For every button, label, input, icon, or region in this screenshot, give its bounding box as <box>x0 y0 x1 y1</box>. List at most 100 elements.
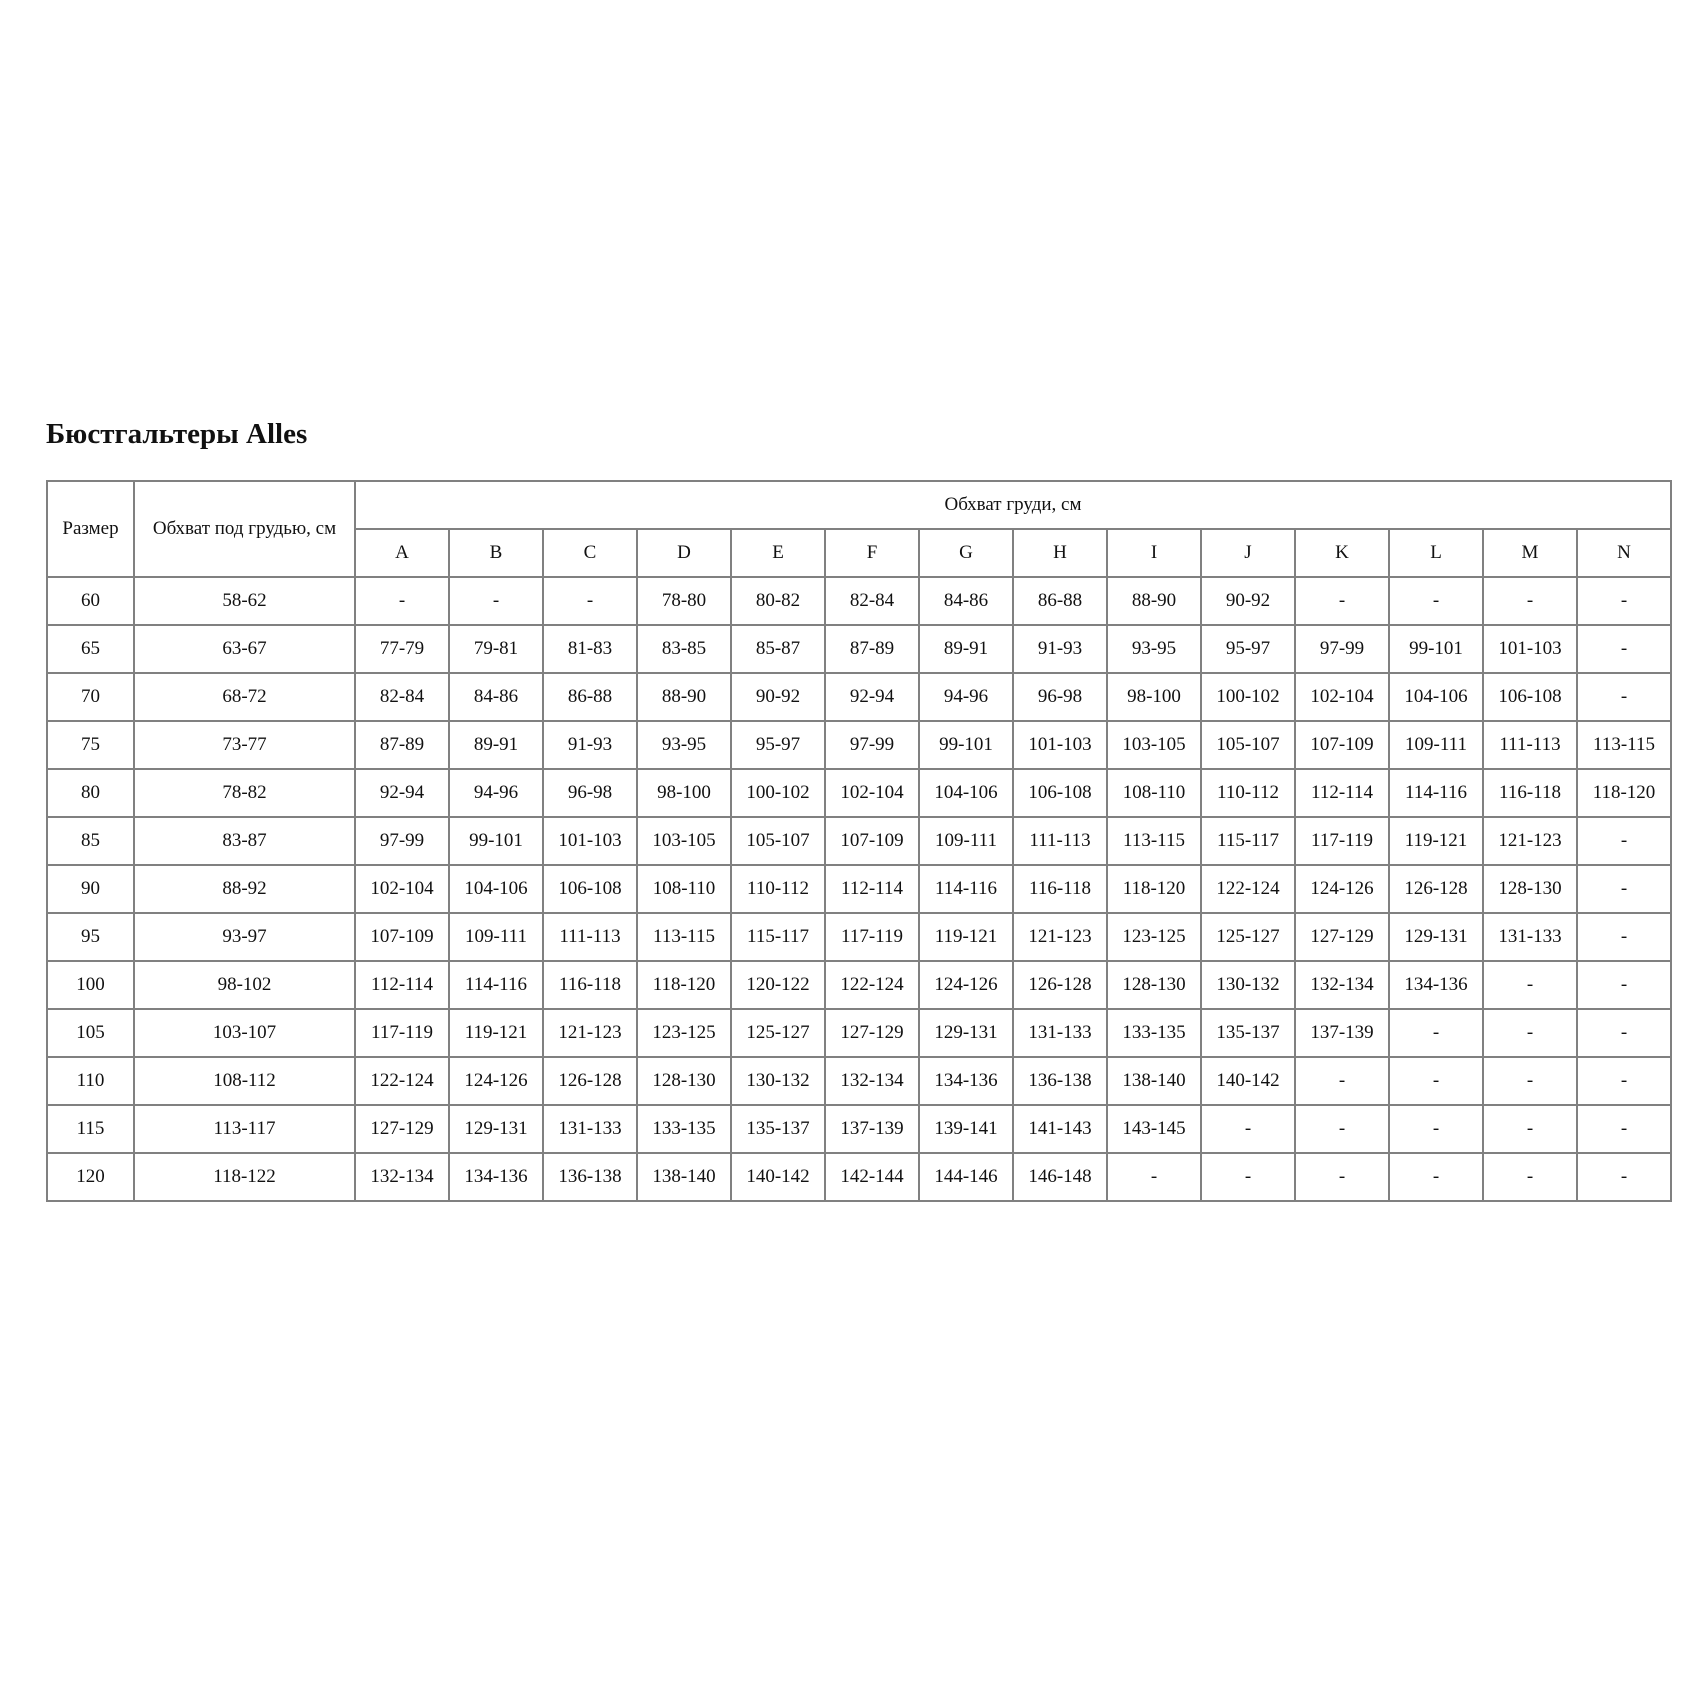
underbust-cell: 118-122 <box>133 1152 356 1202</box>
bust-cell: 79-81 <box>448 624 544 674</box>
size-cell: 85 <box>46 816 135 866</box>
header-size: Размер <box>46 480 135 578</box>
bust-cell: 131-133 <box>542 1104 638 1154</box>
bust-cell: 86-88 <box>542 672 638 722</box>
bust-cell: 91-93 <box>1012 624 1108 674</box>
table-row: 60 58-62- - -78-80 80-82 82-84 84-86 86-88 88-90… <box>46 576 1672 626</box>
bust-cell: 95-97 <box>1200 624 1296 674</box>
bust-cell: 112-114 <box>824 864 920 914</box>
size-cell: 115 <box>46 1104 135 1154</box>
bust-cell: 114-116 <box>448 960 544 1010</box>
bust-cell: 134-136 <box>448 1152 544 1202</box>
bust-cell: 105-107 <box>1200 720 1296 770</box>
bust-cell: 90-92 <box>1200 576 1296 626</box>
bust-cell: 105-107 <box>730 816 826 866</box>
cup-header: L <box>1388 528 1484 578</box>
size-cell: 110 <box>46 1056 135 1106</box>
bust-cell: 138-140 <box>636 1152 732 1202</box>
bust-cell: 134-136 <box>918 1056 1014 1106</box>
underbust-cell: 83-87 <box>133 816 356 866</box>
bust-cell: 109-111 <box>448 912 544 962</box>
bust-cell: 125-127 <box>730 1008 826 1058</box>
bust-cell: 122-124 <box>1200 864 1296 914</box>
bust-cell: 125-127 <box>1200 912 1296 962</box>
underbust-cell: 73-77 <box>133 720 356 770</box>
bust-cell: 144-146 <box>918 1152 1014 1202</box>
bust-cell: - <box>1200 1152 1296 1202</box>
bust-cell: 97-99 <box>1294 624 1390 674</box>
bust-cell: 112-114 <box>354 960 450 1010</box>
cup-header: M <box>1482 528 1578 578</box>
bust-cell: 113-115 <box>636 912 732 962</box>
underbust-cell: 113-117 <box>133 1104 356 1154</box>
bust-cell: - <box>1576 1008 1672 1058</box>
bust-cell: 92-94 <box>354 768 450 818</box>
bust-cell: 96-98 <box>542 768 638 818</box>
bust-cell: 113-115 <box>1106 816 1202 866</box>
bust-cell: 139-141 <box>918 1104 1014 1154</box>
header-underbust: Обхват под грудью, см <box>133 480 356 578</box>
cup-header: H <box>1012 528 1108 578</box>
bust-cell: 81-83 <box>542 624 638 674</box>
bust-cell: 97-99 <box>354 816 450 866</box>
bust-cell: 133-135 <box>636 1104 732 1154</box>
size-cell: 75 <box>46 720 135 770</box>
bust-cell: - <box>1482 1008 1578 1058</box>
bust-cell: 106-108 <box>542 864 638 914</box>
bust-cell: 126-128 <box>1388 864 1484 914</box>
bust-cell: 122-124 <box>824 960 920 1010</box>
underbust-cell: 108-112 <box>133 1056 356 1106</box>
cup-header: E <box>730 528 826 578</box>
bust-cell: 116-118 <box>1482 768 1578 818</box>
bust-cell: - <box>1576 816 1672 866</box>
bust-cell: 89-91 <box>448 720 544 770</box>
table-row: 115 113-117 127-129 129-131 131-133 133-135 13… <box>46 1104 1672 1154</box>
bust-cell: 101-103 <box>1012 720 1108 770</box>
bust-cell: 110-112 <box>730 864 826 914</box>
bust-cell: 131-133 <box>1482 912 1578 962</box>
bust-cell: 112-114 <box>1294 768 1390 818</box>
bust-cell: - <box>1294 1152 1390 1202</box>
bust-cell: - <box>1294 1104 1390 1154</box>
bust-cell: 130-132 <box>730 1056 826 1106</box>
bust-cell: 108-110 <box>636 864 732 914</box>
bust-cell: 100-102 <box>1200 672 1296 722</box>
bust-cell: 114-116 <box>1388 768 1484 818</box>
header-bust: Обхват груди, см <box>354 480 1672 530</box>
bust-cell: 126-128 <box>542 1056 638 1106</box>
size-cell: 65 <box>46 624 135 674</box>
bust-cell: 119-121 <box>448 1008 544 1058</box>
bust-cell: 82-84 <box>354 672 450 722</box>
bust-cell: - <box>1576 1152 1672 1202</box>
bust-cell: - <box>354 576 450 626</box>
bust-cell: 104-106 <box>918 768 1014 818</box>
table-row: 105 103-107 117-119 119-121 121-123 123-125 12… <box>46 1008 1672 1058</box>
bust-cell: 140-142 <box>1200 1056 1296 1106</box>
bust-cell: 102-104 <box>824 768 920 818</box>
underbust-cell: 63-67 <box>133 624 356 674</box>
bust-cell: 132-134 <box>1294 960 1390 1010</box>
bust-cell: 78-80 <box>636 576 732 626</box>
bust-cell: 106-108 <box>1482 672 1578 722</box>
bust-cell: 140-142 <box>730 1152 826 1202</box>
bust-cell: - <box>1200 1104 1296 1154</box>
size-cell: 100 <box>46 960 135 1010</box>
table-row: 80 78-82 92-94 94-96 96-98 98-100 100-102 102-1… <box>46 768 1672 818</box>
bust-cell: 119-121 <box>918 912 1014 962</box>
bust-cell: 136-138 <box>1012 1056 1108 1106</box>
bust-cell: 98-100 <box>1106 672 1202 722</box>
size-cell: 80 <box>46 768 135 818</box>
bust-cell: 117-119 <box>354 1008 450 1058</box>
bust-cell: 114-116 <box>918 864 1014 914</box>
bust-cell: 103-105 <box>636 816 732 866</box>
cup-header: B <box>448 528 544 578</box>
bust-cell: 142-144 <box>824 1152 920 1202</box>
bust-cell: - <box>1482 1152 1578 1202</box>
bust-cell: 90-92 <box>730 672 826 722</box>
bust-cell: 83-85 <box>636 624 732 674</box>
bust-cell: 85-87 <box>730 624 826 674</box>
cup-header: N <box>1576 528 1672 578</box>
bust-cell: 103-105 <box>1106 720 1202 770</box>
size-cell: 60 <box>46 576 135 626</box>
size-cell: 70 <box>46 672 135 722</box>
